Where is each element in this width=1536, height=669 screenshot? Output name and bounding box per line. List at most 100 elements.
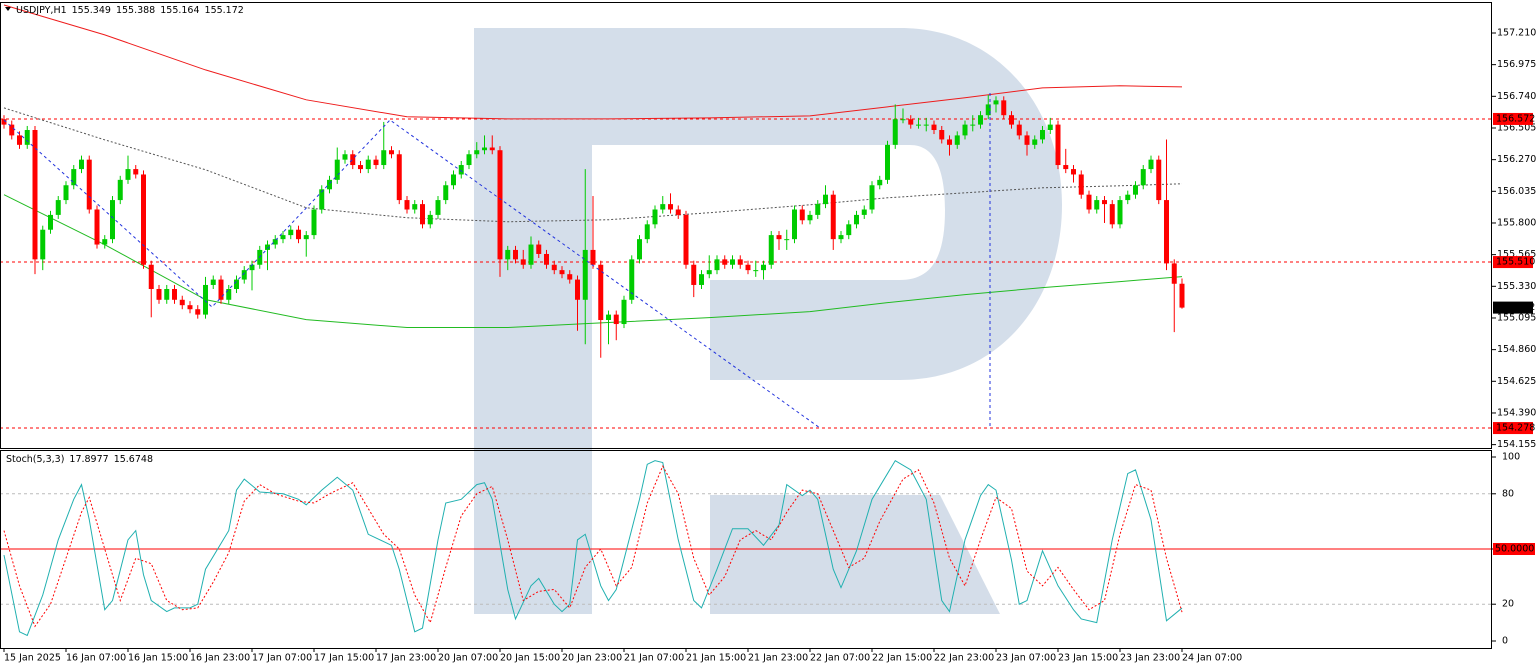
stoch-y-tick-label: 50.0000	[1495, 544, 1534, 555]
candle-body	[985, 104, 991, 116]
candle-body	[164, 289, 170, 300]
candle-body	[908, 119, 914, 125]
candle-body	[993, 100, 999, 105]
candle-body	[412, 204, 418, 210]
y-tick-label: 154.155	[1497, 439, 1536, 450]
candle-body	[264, 244, 270, 250]
candle-body	[1016, 124, 1022, 136]
candle-body	[481, 147, 487, 151]
candle-body	[210, 279, 216, 285]
candle-body	[109, 200, 115, 240]
candle-body	[1070, 169, 1076, 175]
moving-average	[3, 107, 1183, 223]
ohlc-value: 155.388	[116, 5, 155, 16]
candle-body	[1, 119, 7, 125]
candle-body	[970, 124, 976, 126]
candle-body	[667, 204, 673, 210]
candle-body	[1140, 169, 1146, 186]
candle-body	[71, 169, 77, 186]
ohlc-value: 155.172	[205, 5, 244, 16]
candle-body	[931, 124, 937, 131]
y-tick-label: 156.975	[1497, 59, 1536, 70]
candle-body	[528, 244, 534, 265]
stoch-header: Stoch(5,3,3) 17.8977 15.6748	[6, 454, 153, 465]
candle-body	[644, 224, 650, 240]
candle-body	[156, 289, 162, 300]
candle-body	[102, 239, 108, 245]
x-tick-label: 23 Jan 07:00	[996, 653, 1056, 664]
candle-body	[1008, 115, 1014, 125]
candle-body	[226, 289, 232, 300]
x-tick-label: 16 Jan 23:00	[190, 653, 250, 664]
candle-body	[319, 189, 325, 210]
candle-body	[784, 239, 790, 241]
candle-body	[55, 200, 61, 215]
ohlc-value: 155.164	[160, 5, 199, 16]
candle-body	[443, 185, 449, 201]
candle-body	[404, 200, 410, 210]
candle-body	[598, 264, 604, 320]
candle-body	[946, 139, 952, 145]
candle-body	[877, 179, 883, 186]
candle-body	[977, 115, 983, 125]
y-tick-label: 156.035	[1497, 186, 1536, 197]
candle-body	[830, 194, 836, 240]
candle-body	[605, 314, 611, 320]
candle-body	[40, 229, 46, 260]
candle-body	[1109, 204, 1115, 225]
level-label-box	[1493, 256, 1533, 269]
candle-body	[1078, 174, 1084, 195]
candle-body	[497, 150, 503, 260]
x-tick-label: 16 Jan 07:00	[66, 653, 126, 664]
candle-body	[396, 154, 402, 201]
candle-body	[551, 264, 557, 271]
candle-body	[9, 124, 15, 136]
candle-body	[791, 209, 797, 240]
price-label-box	[1493, 301, 1533, 314]
trend-drawing	[3, 119, 821, 429]
candle-body	[1179, 283, 1185, 308]
candle-body	[140, 174, 146, 265]
candle-body	[660, 204, 666, 210]
candle-body	[900, 119, 906, 121]
candle-body	[691, 264, 697, 285]
candle-body	[505, 249, 511, 260]
candle-body	[427, 214, 433, 225]
candle-body	[512, 249, 518, 260]
stoch-main	[3, 459, 1183, 637]
candle-body	[1132, 185, 1138, 195]
x-tick-label: 23 Jan 15:00	[1058, 653, 1118, 664]
candle-body	[915, 124, 921, 126]
candle-body	[381, 150, 387, 166]
x-tick-label: 17 Jan 15:00	[314, 653, 374, 664]
candle-body	[1171, 263, 1177, 284]
collapse-icon	[5, 7, 11, 11]
x-tick-label: 22 Jan 15:00	[872, 653, 932, 664]
candle-body	[435, 200, 441, 215]
candle-body	[334, 159, 340, 180]
candle-body	[954, 135, 960, 145]
candle-body	[171, 289, 177, 300]
candle-body	[272, 239, 278, 245]
candle-body	[125, 169, 131, 180]
candle-body	[47, 214, 53, 230]
x-tick-label: 22 Jan 07:00	[810, 653, 870, 664]
candle-body	[815, 204, 821, 215]
y-tick-label: 157.210	[1497, 27, 1536, 38]
candle-body	[1125, 194, 1131, 201]
x-tick-label: 24 Jan 07:00	[1182, 653, 1242, 664]
candle-body	[1156, 159, 1162, 201]
candle-body	[24, 130, 30, 145]
candle-body	[1163, 200, 1169, 264]
candle-body	[218, 279, 224, 300]
candle-body	[536, 244, 542, 254]
candle-body	[195, 309, 201, 315]
candle-body	[613, 314, 619, 325]
candle-body	[1001, 100, 1007, 116]
candle-body	[249, 264, 255, 271]
candle-body	[474, 150, 480, 155]
x-tick-label: 20 Jan 23:00	[562, 653, 622, 664]
x-tick-label: 21 Jan 23:00	[748, 653, 808, 664]
y-tick-label: 155.800	[1497, 217, 1536, 228]
candle-body	[923, 124, 929, 126]
